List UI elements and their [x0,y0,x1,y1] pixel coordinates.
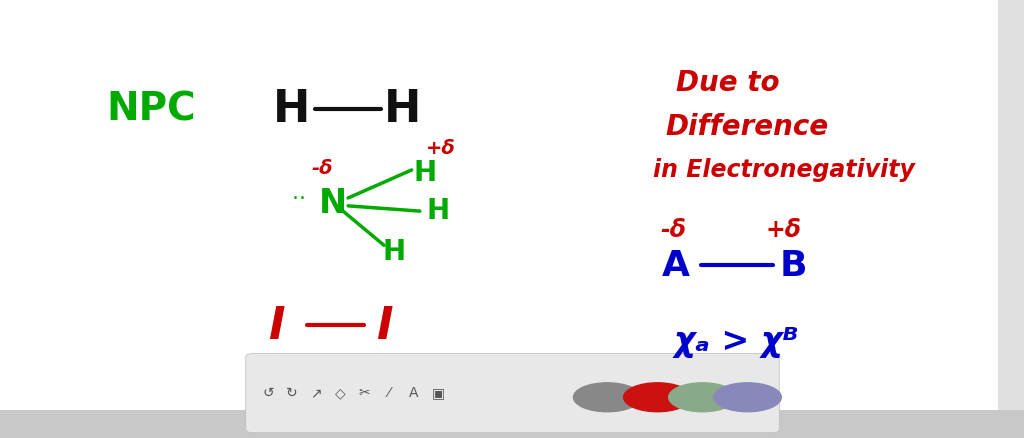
Text: ··: ·· [292,189,312,209]
Text: χₐ > χᴮ: χₐ > χᴮ [674,325,800,358]
Circle shape [669,383,736,412]
Text: H: H [384,88,421,131]
Circle shape [624,383,691,412]
Text: B: B [780,249,807,283]
Text: ↻: ↻ [286,386,298,400]
Text: ▣: ▣ [432,386,444,400]
Text: H: H [383,238,406,266]
Text: +δ: +δ [765,218,802,242]
Text: ↗: ↗ [309,386,322,400]
Text: ⁄: ⁄ [388,386,390,400]
Bar [998,0,1024,438]
Text: H: H [414,159,436,187]
Text: -δ: -δ [660,218,687,242]
Text: ◇: ◇ [335,386,345,400]
Text: in Electronegativity: in Electronegativity [653,158,915,182]
Text: N: N [318,187,347,220]
Text: H: H [273,88,310,131]
Text: +δ: +δ [425,139,456,159]
Text: I: I [376,305,392,348]
FancyBboxPatch shape [246,353,779,433]
Text: A: A [409,386,419,400]
Text: NPC: NPC [106,91,197,128]
Text: H: H [427,197,450,225]
Text: -δ: -δ [312,159,333,178]
Circle shape [714,383,781,412]
Text: ✂: ✂ [358,386,371,400]
Circle shape [573,383,641,412]
Text: Due to: Due to [676,69,779,97]
Text: A: A [662,249,690,283]
Text: I: I [268,305,285,348]
Text: ↺: ↺ [262,386,274,400]
Text: Difference: Difference [666,113,828,141]
Bar [0,410,1024,438]
